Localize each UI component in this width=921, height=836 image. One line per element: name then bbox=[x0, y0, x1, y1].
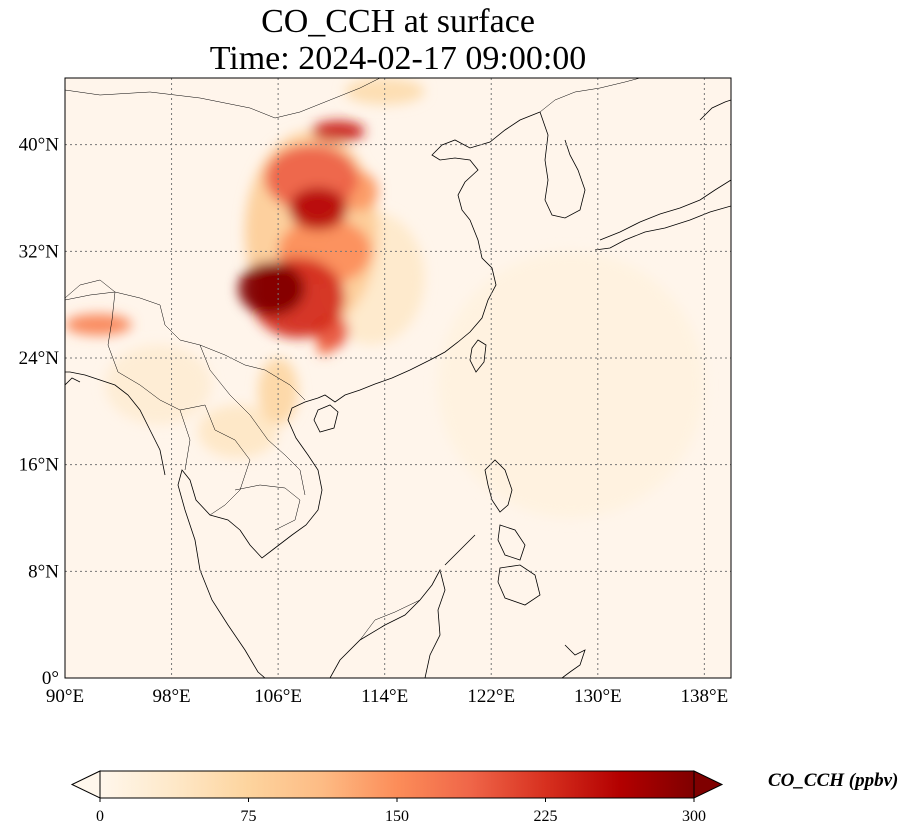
lon-tick-label: 114°E bbox=[361, 686, 408, 707]
coastline-north-china bbox=[431, 111, 541, 221]
coastline-gulf-of-thailand bbox=[177, 469, 241, 571]
colorbar-tick-label: 0 bbox=[96, 808, 104, 825]
lon-tick-label: 90°E bbox=[46, 686, 84, 707]
coastline-luzon bbox=[484, 459, 513, 513]
coastline-korea bbox=[539, 111, 586, 219]
coastline-malay bbox=[199, 569, 266, 678]
colorbar-tick-label: 75 bbox=[241, 808, 257, 825]
concentration-field bbox=[65, 78, 705, 519]
border-malaysia bbox=[359, 599, 421, 641]
border-india-nepal bbox=[65, 279, 116, 299]
concentration-blob bbox=[288, 187, 348, 231]
coastline-palawan bbox=[444, 534, 476, 566]
colorbar-tick-label: 300 bbox=[682, 808, 706, 825]
lat-tick-label: 8°N bbox=[28, 561, 59, 582]
border-cambodia bbox=[234, 484, 301, 531]
colorbar-gradient bbox=[100, 771, 694, 798]
longitude-tick-labels: 90°E 98°E 106°E 114°E 122°E 130°E 138°E bbox=[46, 686, 728, 707]
concentration-blob bbox=[437, 251, 705, 519]
border-thailand bbox=[179, 404, 251, 516]
lon-tick-label: 106°E bbox=[254, 686, 302, 707]
concentration-blob bbox=[238, 262, 305, 316]
map-title: CO_CCH at surface bbox=[261, 3, 535, 40]
concentration-blob bbox=[104, 344, 212, 425]
latitude-tick-labels: 0° 8°N 16°N 24°N 32°N 40°N bbox=[19, 135, 60, 689]
lat-tick-label: 40°N bbox=[19, 135, 60, 156]
lat-tick-label: 24°N bbox=[19, 348, 60, 369]
colorbar-tick-label: 225 bbox=[534, 808, 558, 825]
coastline-bangladesh bbox=[65, 377, 81, 386]
map-timestamp: Time: 2024-02-17 09:00:00 bbox=[209, 40, 587, 77]
concentration-blob bbox=[258, 358, 299, 425]
map-area bbox=[65, 78, 731, 678]
colorbar-ticks: 0 75 150 225 300 bbox=[96, 798, 706, 825]
concentration-blob bbox=[198, 404, 279, 459]
border-mongolia bbox=[65, 78, 381, 119]
coastline-vietnam bbox=[239, 397, 323, 559]
country-borders bbox=[65, 78, 641, 641]
lat-tick-label: 16°N bbox=[19, 455, 60, 476]
coastline-hainan bbox=[313, 404, 339, 433]
colorbar-tick-label: 150 bbox=[385, 808, 409, 825]
concentration-blob bbox=[65, 314, 132, 336]
colorbar-extend-max bbox=[693, 770, 724, 799]
colorbar-extend-min bbox=[70, 770, 101, 799]
colorbar-label: CO_CCH (ppbv) bbox=[768, 770, 899, 791]
map-frame bbox=[64, 77, 732, 679]
lon-tick-label: 122°E bbox=[467, 686, 515, 707]
coastline-hokkaido bbox=[699, 99, 731, 121]
concentration-blob bbox=[344, 78, 425, 105]
coastline-japan bbox=[599, 179, 731, 241]
coastline-myanmar bbox=[65, 371, 166, 476]
border-china-korea bbox=[539, 78, 641, 113]
concentration-blob bbox=[311, 120, 365, 142]
coastline-japan-south bbox=[594, 205, 731, 251]
graticule bbox=[65, 78, 731, 678]
lon-tick-label: 130°E bbox=[574, 686, 622, 707]
lon-tick-label: 138°E bbox=[681, 686, 729, 707]
coastline-sulawesi bbox=[561, 644, 586, 678]
coastline-visayas bbox=[497, 524, 526, 561]
lat-tick-label: 0° bbox=[42, 668, 59, 689]
coastline-taiwan bbox=[469, 339, 487, 373]
lat-tick-label: 32°N bbox=[19, 241, 60, 262]
border-laos bbox=[199, 344, 306, 496]
border-myanmar bbox=[107, 291, 191, 471]
coastline-mindanao bbox=[497, 564, 541, 606]
colorbar: 0 75 150 225 300 bbox=[70, 770, 724, 825]
lon-tick-label: 98°E bbox=[152, 686, 190, 707]
coastline-china bbox=[317, 219, 497, 403]
